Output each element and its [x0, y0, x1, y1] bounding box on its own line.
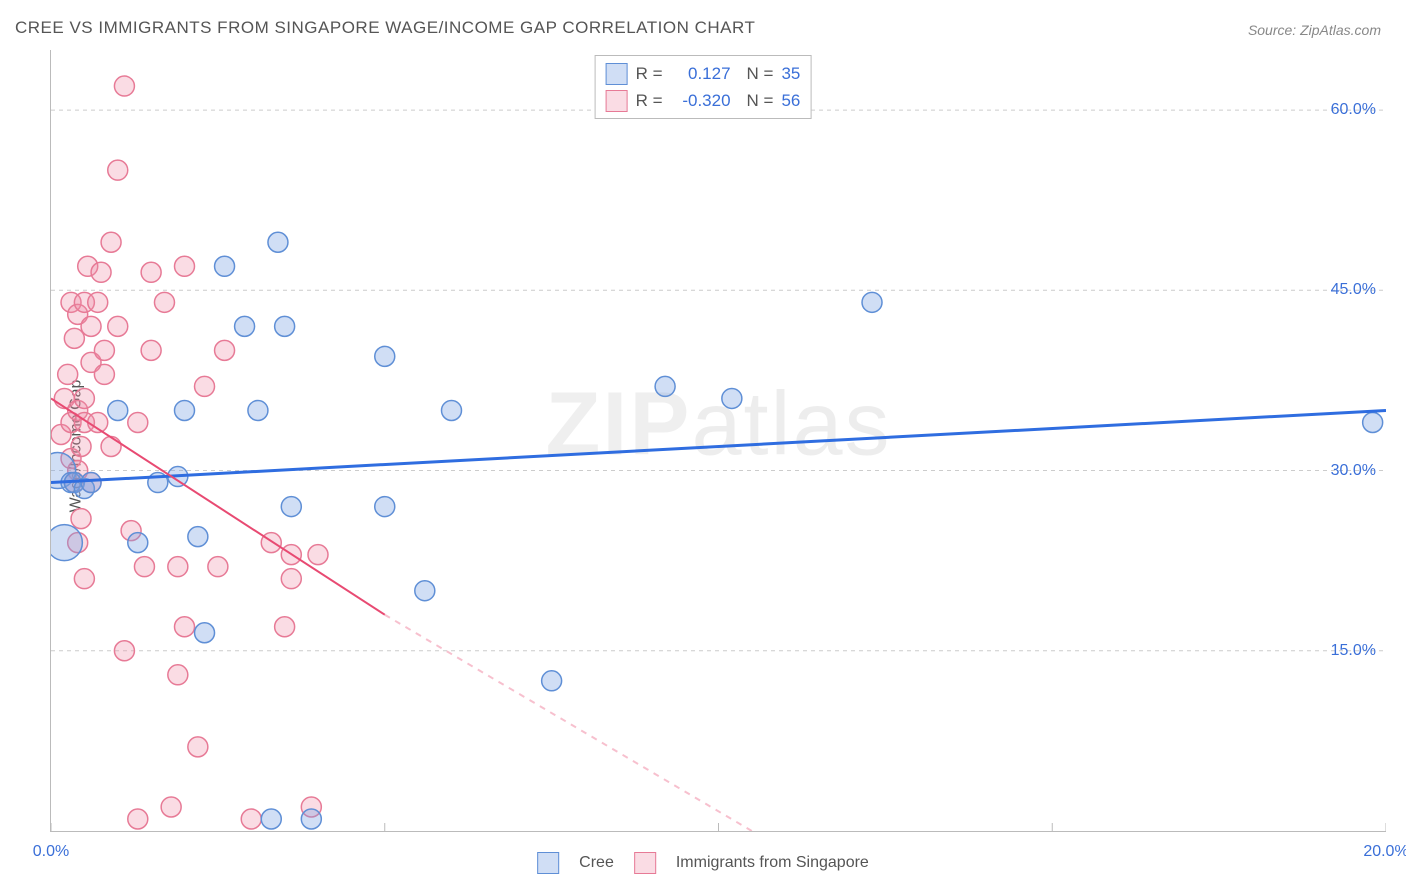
legend-swatch-singapore: [634, 852, 656, 874]
y-tick-label: 15.0%: [1331, 642, 1376, 660]
x-tick-label: 20.0%: [1363, 843, 1406, 861]
stat-r-label-2: R =: [636, 87, 663, 114]
stat-n-cree: 35: [781, 60, 800, 87]
y-tick-label: 60.0%: [1331, 101, 1376, 119]
stat-r-cree: 0.127: [671, 60, 731, 87]
legend-label-singapore: Immigrants from Singapore: [676, 854, 869, 872]
source-label: Source: ZipAtlas.com: [1248, 22, 1381, 38]
stat-n-label-2: N =: [747, 87, 774, 114]
source-name: ZipAtlas.com: [1300, 22, 1381, 38]
stats-box: R = 0.127 N = 35 R = -0.320 N = 56: [595, 55, 812, 119]
stats-row-cree: R = 0.127 N = 35: [606, 60, 801, 87]
swatch-singapore: [606, 90, 628, 112]
chart-area: ZIPatlas 15.0%30.0%45.0%60.0%0.0%20.0%: [50, 50, 1386, 832]
stat-r-singapore: -0.320: [671, 87, 731, 114]
y-tick-label: 45.0%: [1331, 281, 1376, 299]
stat-r-label: R =: [636, 60, 663, 87]
y-tick-label: 30.0%: [1331, 462, 1376, 480]
chart-title: CREE VS IMMIGRANTS FROM SINGAPORE WAGE/I…: [15, 18, 755, 38]
legend-label-cree: Cree: [579, 854, 614, 872]
x-tick-label: 0.0%: [33, 843, 69, 861]
legend-swatch-cree: [537, 852, 559, 874]
bottom-legend: Cree Immigrants from Singapore: [537, 852, 869, 874]
stats-row-singapore: R = -0.320 N = 56: [606, 87, 801, 114]
swatch-cree: [606, 63, 628, 85]
chart-svg: [51, 50, 1386, 831]
stat-n-singapore: 56: [781, 87, 800, 114]
source-prefix: Source:: [1248, 22, 1300, 38]
stat-n-label: N =: [747, 60, 774, 87]
